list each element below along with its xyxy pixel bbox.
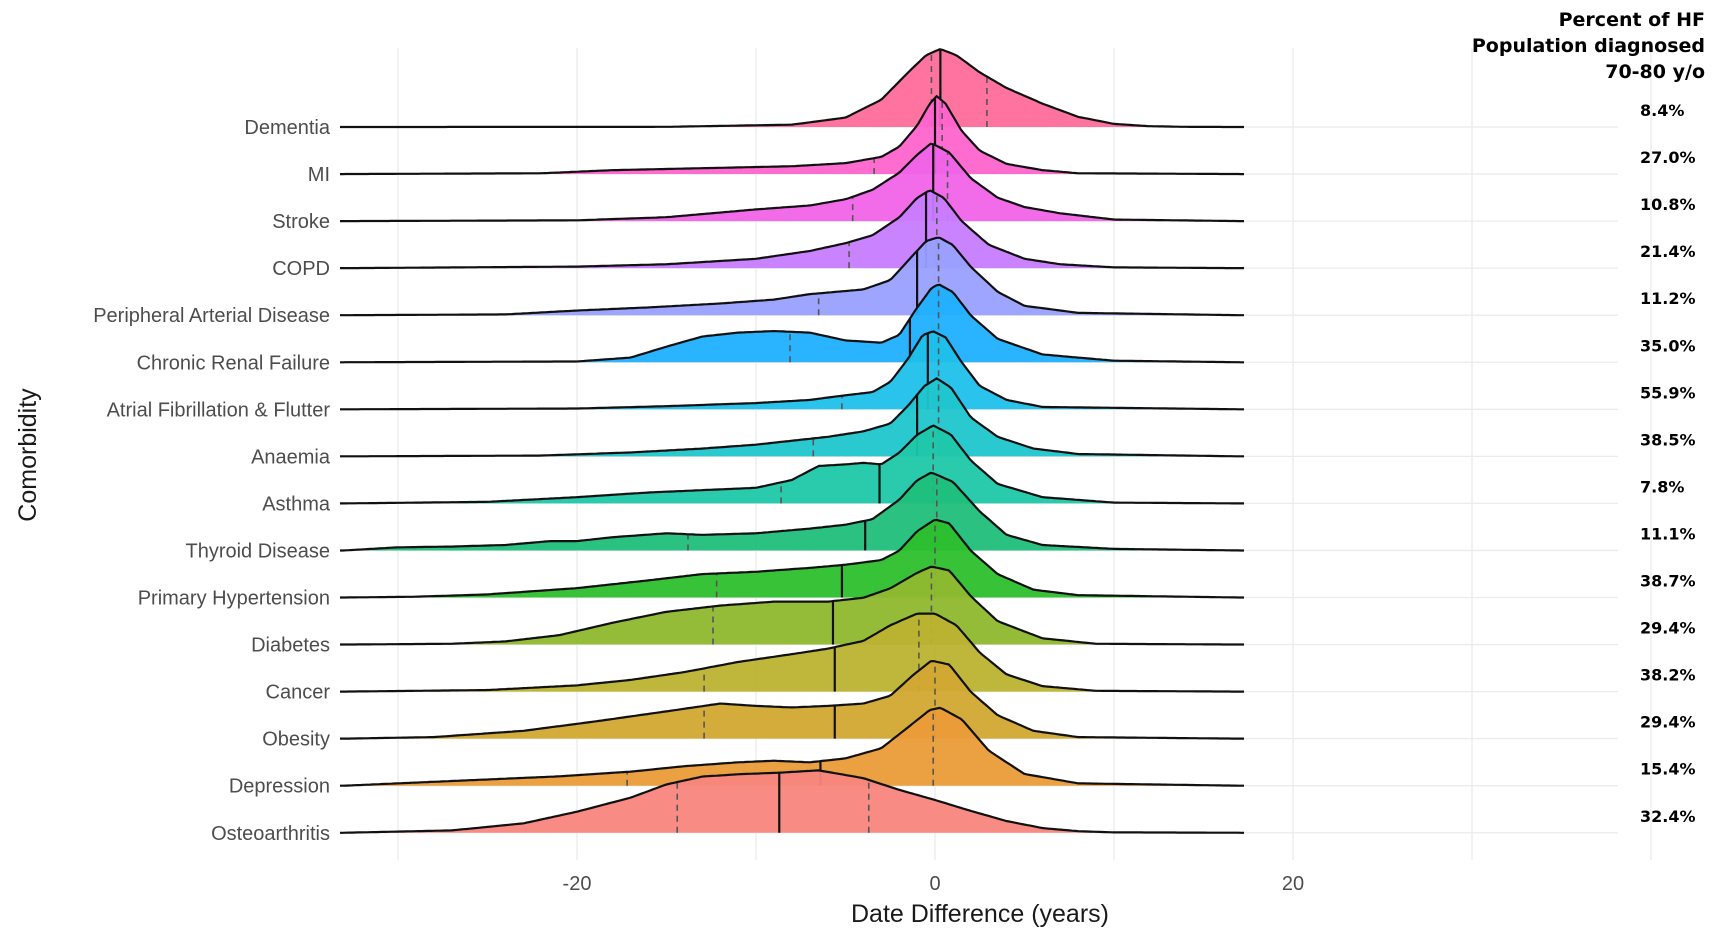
y-tick-label: Obesity [262,729,330,751]
ridge-outline [340,471,1244,552]
y-tick-label: Diabetes [251,635,330,657]
ridge-obesity [340,659,1244,740]
ridge-outline [340,565,1244,646]
ridge-area [340,661,1244,739]
percent-label: 35.0% [1640,336,1696,355]
percent-label: 7.8% [1640,477,1684,496]
ridge-area [340,284,1244,363]
y-tick-labels: Dementia MI Stroke COPD Peripheral Arterial … [93,117,331,845]
percent-label: 11.1% [1640,524,1696,543]
percent-label: 38.5% [1640,430,1696,449]
ridge-dementia [340,48,1244,129]
ridge-area [340,613,1244,692]
ridge-outline [340,377,1244,458]
ridge-outline [340,142,1244,223]
ridge-anaemia [340,377,1244,458]
y-tick-label: MI [308,164,330,186]
percent-label: 32.4% [1640,807,1696,826]
y-tick-label: Atrial Fibrillation & Flutter [107,399,331,421]
ridge-layer [340,48,1244,834]
ridge-area [340,190,1244,269]
y-tick-label: Anaemia [251,446,331,468]
ridge-outline [340,612,1244,693]
ridge-osteoarthritis [340,769,1244,834]
ridge-area [340,566,1244,645]
y-tick-label: Osteoarthritis [211,823,330,845]
percent-label: 29.4% [1640,619,1696,638]
ridge-area [340,707,1244,786]
ridge-area [340,770,1244,833]
percent-label: 55.9% [1640,383,1696,402]
x-axis-title: Date Difference (years) [851,900,1109,928]
ridge-area [340,96,1244,175]
x-tick-labels: -20 0 20 [563,873,1305,895]
percent-column-title-line3: 70-80 y/o [1605,61,1705,83]
x-tick-label: 20 [1282,873,1304,895]
y-tick-label: Asthma [262,493,331,515]
percent-label: 27.0% [1640,148,1696,167]
ridge-peripheral-arterial-disease [340,236,1244,317]
ridge-outline [340,424,1244,505]
ridge-outline [340,659,1244,740]
ridge-area [340,425,1244,504]
ridge-stroke [340,142,1244,223]
percent-label: 38.7% [1640,572,1696,591]
ridge-area [340,49,1244,127]
percent-column-title-line1: Percent of HF [1559,9,1705,31]
ridge-outline [340,706,1244,787]
percent-column-title-line2: Population diagnosed [1472,35,1705,57]
percent-labels: 8.4% 27.0% 10.8% 21.4% 11.2% 35.0% 55.9% 38.5% 7… [1640,101,1696,826]
x-tick-label: -20 [563,873,592,895]
ridge-mi [340,94,1244,176]
ridge-outline [340,518,1244,599]
percent-label: 10.8% [1640,195,1696,214]
percent-label: 11.2% [1640,289,1696,308]
ridge-area [340,472,1244,551]
percent-label: 29.4% [1640,713,1696,732]
y-axis-title: Comorbidity [14,388,42,522]
ridge-area [340,143,1244,222]
y-tick-label: Cancer [266,682,331,704]
percent-label: 8.4% [1640,101,1684,120]
ridge-area [340,237,1244,316]
ridge-outline [340,330,1244,411]
ridge-outline [340,283,1244,364]
ridge-outline [340,94,1244,176]
ridge-asthma [340,424,1244,505]
ridge-outline [340,236,1244,317]
ridge-outline [340,189,1244,270]
ridge-outline [340,48,1244,129]
y-tick-label: Dementia [244,117,330,139]
percent-label: 21.4% [1640,242,1696,261]
y-tick-label: Stroke [272,211,330,233]
ridge-area [340,378,1244,457]
ridge-copd [340,189,1244,270]
percent-label: 15.4% [1640,760,1696,779]
y-tick-label: Depression [229,776,330,798]
percent-label: 38.2% [1640,666,1696,685]
y-tick-label: COPD [272,258,330,280]
y-tick-label: Primary Hypertension [138,588,330,610]
ridge-outline [340,769,1244,834]
y-tick-label: Thyroid Disease [185,540,330,562]
y-tick-label: Peripheral Arterial Disease [93,305,330,327]
ridge-area [340,519,1244,598]
y-tick-label: Chronic Renal Failure [137,352,330,374]
x-tick-label: 0 [929,873,940,895]
